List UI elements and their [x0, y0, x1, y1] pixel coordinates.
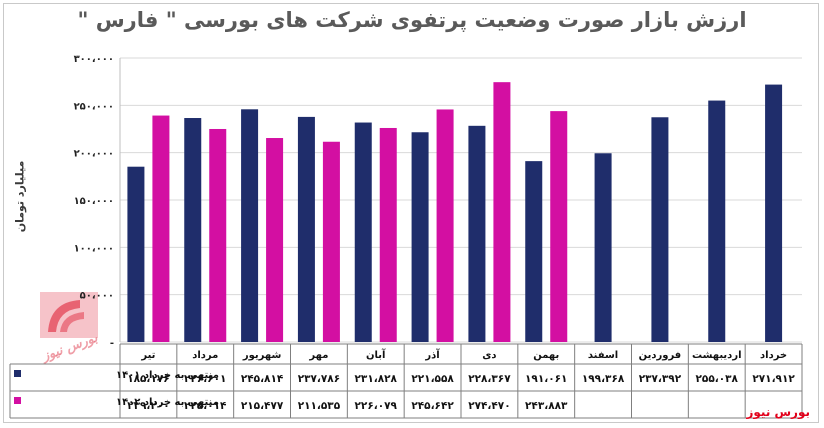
data-label-series1: ۲۳۷،۳۹۲: [639, 373, 682, 385]
data-label-series2: ۲۴۳،۸۸۳: [525, 400, 568, 412]
bar-series1-بهمن: [525, 161, 543, 342]
data-label-series2: ۲۷۴،۴۷۰: [468, 400, 510, 412]
y-tick-label: -: [110, 338, 114, 349]
y-tick-label: ۲۵۰،۰۰۰: [74, 101, 114, 112]
data-label-series1: ۲۲۸،۳۶۷: [468, 373, 511, 385]
y-tick-label: ۱۵۰،۰۰۰: [74, 196, 114, 207]
bar-series2-دی: [493, 82, 511, 343]
category-label: فروردین: [639, 350, 682, 361]
bar-series1-آذر: [411, 132, 429, 342]
data-label-series1: ۲۷۱،۹۱۲: [752, 373, 795, 385]
category-label: دی: [482, 350, 496, 361]
category-label: خرداد: [760, 350, 787, 361]
category-label: شهریور: [242, 350, 282, 361]
bar-series2-تیر: [152, 115, 170, 342]
bar-series1-خرداد: [765, 84, 783, 343]
category-label: تیر: [140, 350, 155, 361]
chart-title: ارزش بازار صورت وضعیت پرتفوی شرکت های بو…: [77, 8, 747, 32]
data-label-series1: ۲۴۵،۸۱۴: [241, 373, 284, 385]
category-label: بهمن: [533, 350, 559, 361]
bar-series1-تیر: [127, 166, 145, 342]
data-label-series1: ۱۸۵،۱۷۶: [127, 373, 169, 385]
data-label-series1: ۲۳۷،۷۸۶: [298, 373, 340, 385]
bar-series1-دی: [468, 125, 486, 342]
bar-series1-مرداد: [184, 118, 202, 342]
y-tick-label: ۱۰۰،۰۰۰: [74, 243, 114, 254]
bar-series2-آبان: [379, 127, 397, 342]
bar-series2-مرداد: [209, 128, 227, 342]
bar-series1-فروردین: [651, 117, 669, 342]
bar-series1-شهریور: [241, 109, 259, 342]
bar-series2-شهریور: [266, 138, 284, 342]
data-label-series2: ۲۴۵،۶۴۲: [411, 400, 454, 412]
data-label-series2: ۲۱۱،۵۳۵: [298, 400, 341, 412]
bar-series2-مهر: [322, 141, 340, 342]
bar-series1-اردیبهشت: [708, 100, 726, 342]
bar-series1-مهر: [297, 116, 315, 342]
legend-key-series2: [14, 397, 21, 404]
legend-label-series2: منتهی به خرداد ۱۴۰۲: [116, 397, 219, 408]
data-label-series1: ۱۹۱،۰۶۱: [525, 373, 567, 385]
category-label: مرداد: [192, 350, 218, 361]
bar-series2-آذر: [436, 109, 454, 342]
category-label: آبان: [366, 348, 386, 361]
y-tick-label: ۵۰،۰۰۰: [80, 291, 114, 302]
legend-key-series1: [14, 370, 21, 377]
data-label-series2: ۲۱۵،۴۷۷: [241, 400, 284, 412]
category-label: مهر: [308, 350, 328, 361]
data-label-series2: ۲۳۹،۲۰۰: [127, 400, 169, 412]
data-label-series1: ۲۳۶،۶۰۱: [184, 373, 226, 385]
data-label-series1: ۲۲۱،۵۵۸: [411, 373, 454, 385]
legend-label-series1: منتهی به خرداد ۱۴۰۱: [116, 370, 219, 381]
category-label: اسفند: [588, 350, 618, 361]
data-label-series1: ۲۳۱،۸۲۸: [355, 373, 398, 385]
bar-series1-اسفند: [594, 153, 612, 342]
watermark-logo-icon: [40, 292, 98, 338]
category-label: اردیبهشت: [692, 350, 742, 361]
y-tick-label: ۳۰۰،۰۰۰: [74, 54, 114, 65]
data-label-series1: ۱۹۹،۳۶۸: [582, 373, 625, 385]
brand-label: بورس نیوز: [746, 405, 810, 419]
data-label-series2: ۲۲۵،۰۱۴: [184, 400, 227, 412]
data-label-series1: ۲۵۵،۰۳۸: [696, 373, 739, 385]
category-label: آذر: [424, 348, 440, 361]
y-tick-label: ۲۰۰،۰۰۰: [74, 149, 114, 160]
bar-series2-بهمن: [550, 111, 568, 343]
data-label-series2: ۲۲۶،۰۷۹: [355, 400, 398, 412]
bar-series1-آبان: [354, 122, 372, 342]
